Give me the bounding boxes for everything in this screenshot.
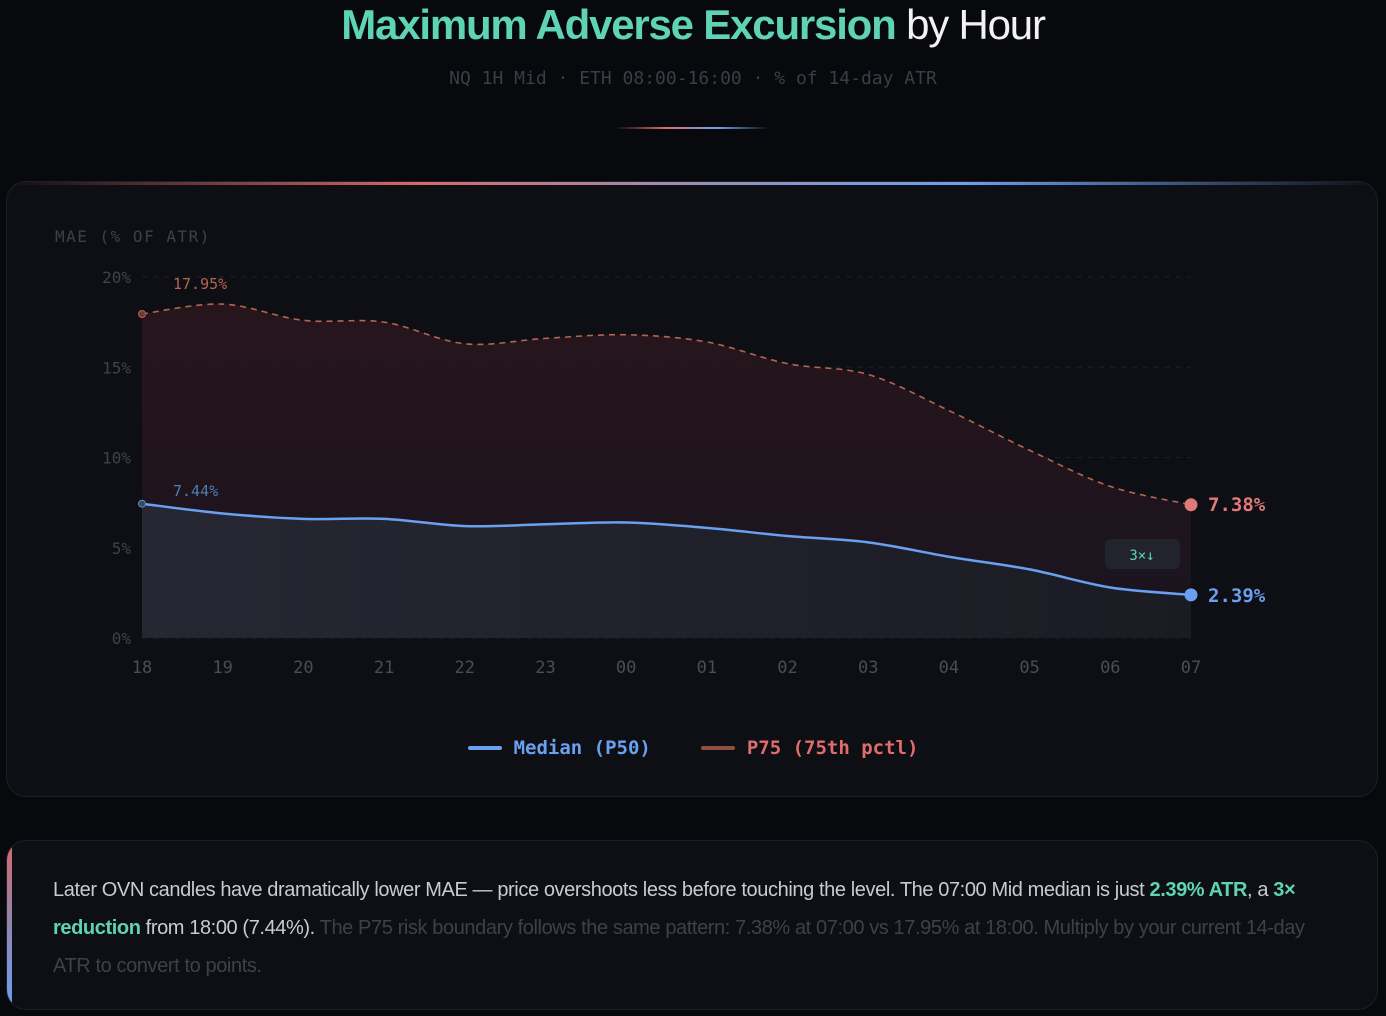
x-tick-label: 00	[616, 658, 636, 678]
x-tick-label: 01	[697, 658, 717, 678]
page-title: Maximum Adverse Excursion by Hour	[0, 0, 1386, 50]
insight-highlight-reduction: 3× reduction	[53, 879, 1296, 939]
title-divider	[615, 127, 769, 129]
x-tick-label: 04	[939, 658, 959, 678]
y-tick-label: 10%	[102, 449, 131, 468]
y-tick-label: 20%	[102, 268, 131, 287]
y-tick-label: 5%	[112, 539, 132, 558]
x-tick-label: 06	[1100, 658, 1120, 678]
insight-card: Later OVN candles have dramatically lowe…	[6, 840, 1378, 1010]
p75-end-label: 7.38%	[1208, 494, 1266, 516]
y-tick-label: 0%	[112, 629, 132, 648]
x-tick-label: 22	[455, 658, 475, 678]
p75-start-label: 17.95%	[173, 275, 227, 293]
insight-connector-2: from 18:00 (7.44%).	[140, 917, 316, 939]
title-rest: by Hour	[906, 1, 1046, 48]
median-area	[142, 503, 1191, 638]
insight-accent-bar	[7, 841, 12, 1009]
legend-median-label: Median (P50)	[513, 737, 651, 759]
insight-highlight-median: 2.39% ATR	[1149, 879, 1248, 901]
insight-text: Later OVN candles have dramatically lowe…	[53, 871, 1343, 985]
x-tick-label: 05	[1019, 658, 1039, 678]
x-tick-label: 03	[858, 658, 878, 678]
insight-secondary: The P75 risk boundary follows the same p…	[53, 917, 1305, 977]
x-tick-label: 19	[212, 658, 232, 678]
reduction-badge	[1105, 539, 1180, 569]
title-highlight: Maximum Adverse Excursion	[341, 1, 897, 48]
subtitle: NQ 1H Mid · ETH 08:00-16:00 · % of 14-da…	[449, 68, 937, 89]
x-tick-label: 20	[293, 658, 313, 678]
median-start-label: 7.44%	[173, 482, 218, 500]
p75-swatch	[700, 746, 735, 750]
insight-connector: , a	[1247, 879, 1274, 901]
legend-p75-label: P75 (75th pctl)	[746, 737, 919, 759]
x-tick-label: 21	[374, 658, 394, 678]
card-accent-bar	[7, 182, 1377, 185]
mae-chart: 0% 5% 10% 15% 20% 18 19 20 21 22 23 00 01 02 03 04 05 06 0…	[102, 268, 1266, 678]
insight-line: Later OVN candles have dramatically lowe…	[53, 879, 1150, 901]
median-start-point	[138, 499, 146, 508]
p75-end-point	[1184, 498, 1198, 512]
x-tick-label: 02	[777, 658, 797, 678]
reduction-badge-text: 3×↓	[1129, 548, 1154, 564]
x-tick-label: 07	[1181, 658, 1201, 678]
x-tick-label: 23	[535, 658, 555, 678]
median-line	[141, 502, 1192, 597]
x-tick-label: 18	[132, 658, 152, 678]
chart-legend: Median (P50) P75 (75th pctl)	[0, 737, 1386, 759]
median-swatch	[467, 746, 502, 750]
y-axis-title: MAE (% OF ATR)	[55, 227, 211, 246]
legend-item-p75[interactable]: P75 (75th pctl)	[700, 737, 919, 759]
legend-item-median[interactable]: Median (P50)	[467, 737, 651, 759]
y-tick-label: 15%	[102, 358, 131, 377]
p75-start-point	[138, 310, 146, 319]
median-end-point	[1184, 588, 1198, 602]
median-end-label: 2.39%	[1208, 585, 1266, 607]
p75-line	[141, 303, 1192, 506]
